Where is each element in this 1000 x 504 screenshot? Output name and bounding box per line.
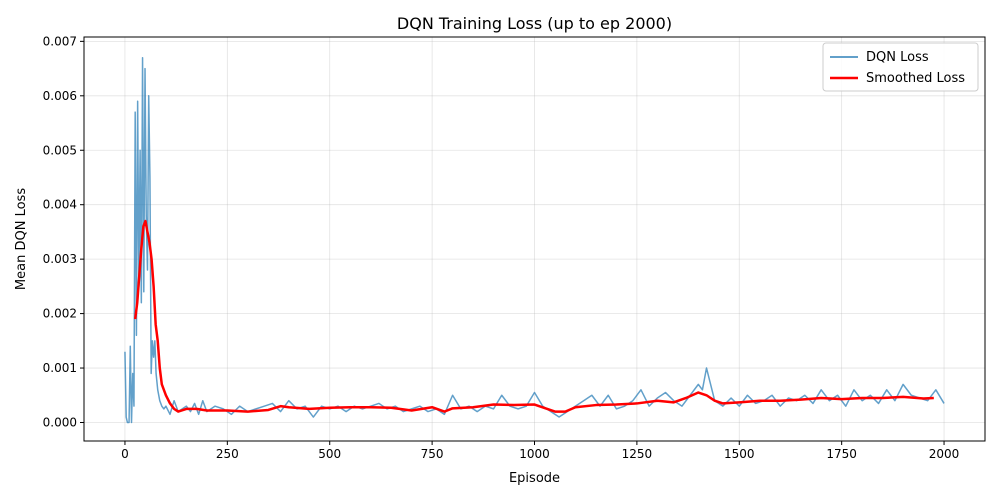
y-tick-label: 0.006 [43,89,77,103]
x-tick-label: 1000 [519,447,550,461]
x-axis-label: Episode [509,471,560,486]
x-tick-label: 0 [121,447,129,461]
x-tick-label: 750 [421,447,444,461]
chart-title: DQN Training Loss (up to ep 2000) [397,14,672,33]
y-tick-label: 0.007 [43,34,77,48]
series-layer [124,56,945,424]
legend-box [822,42,979,92]
y-axis-label: Mean DQN Loss [14,188,29,290]
series-line-smoothed-loss [133,219,934,413]
x-tick-label: 500 [318,447,341,461]
y-tick-label: 0.004 [43,198,77,212]
x-tick-label: 1500 [724,447,755,461]
y-tick-label: 0.002 [43,307,77,321]
legend-label-smoothed-loss: Smoothed Loss [866,71,965,86]
y-tick-label: 0.003 [43,252,77,266]
x-axis-ticks: 0 250 500 750 1000 1250 1500 1750 2000 [121,441,959,461]
x-tick-label: 250 [216,447,239,461]
y-axis-ticks: 0.000 0.001 0.002 0.003 0.004 0.005 0.006 0.007 [43,34,84,429]
y-tick-label: 0.001 [43,361,77,375]
y-tick-label: 0.005 [43,143,77,157]
legend: DQN Loss Smoothed Loss [822,42,979,92]
x-tick-label: 1750 [826,447,857,461]
legend-label-dqn-loss: DQN Loss [866,50,929,65]
y-tick-label: 0.000 [43,415,77,429]
x-tick-label: 2000 [929,447,960,461]
grid [84,37,985,441]
x-tick-label: 1250 [622,447,653,461]
